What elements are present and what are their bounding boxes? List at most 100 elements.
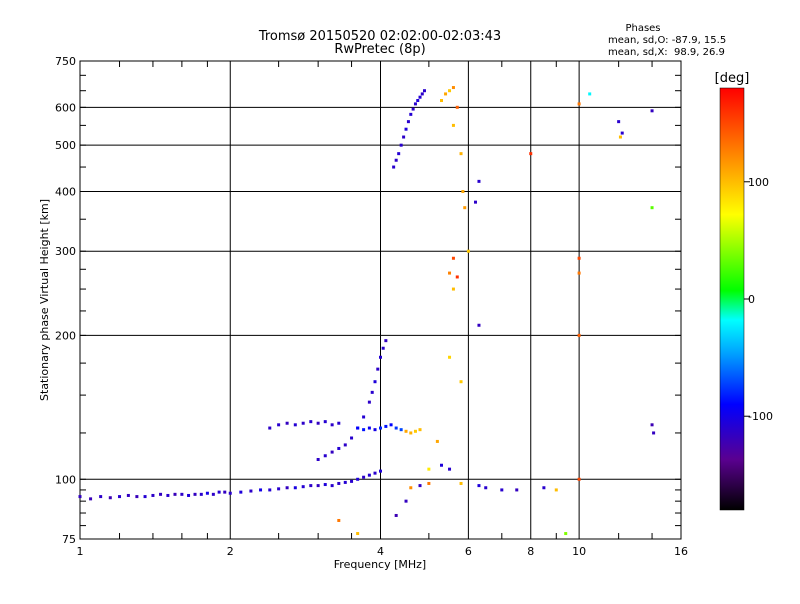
data-point (477, 179, 481, 183)
data-point (577, 256, 581, 260)
data-point (444, 92, 448, 96)
y-tick-label: 400 (55, 185, 76, 198)
data-point (173, 492, 177, 496)
data-point (459, 152, 463, 156)
chart-subtitle: RwPretec (8p) (334, 42, 425, 57)
data-point (381, 346, 385, 350)
x-tick-label: 6 (465, 545, 472, 558)
data-point (650, 206, 654, 210)
data-point (617, 120, 621, 124)
data-point (406, 120, 410, 124)
data-point (350, 436, 354, 440)
data-point (427, 481, 431, 485)
x-tick-label: 16 (674, 545, 688, 558)
data-point (187, 493, 191, 497)
data-point (259, 488, 263, 492)
data-point (343, 443, 347, 447)
data-point (418, 95, 422, 99)
data-point (293, 423, 297, 427)
data-point (337, 518, 341, 522)
data-point (316, 457, 320, 461)
data-point (376, 367, 380, 371)
data-point (268, 426, 272, 430)
data-point (459, 481, 463, 485)
data-point (394, 513, 398, 517)
data-point (422, 89, 426, 93)
data-point (440, 99, 444, 103)
data-point (448, 271, 452, 275)
colorbar-tick-label: 100 (748, 176, 769, 189)
data-point (89, 497, 93, 501)
data-point (223, 490, 227, 494)
data-point (418, 484, 422, 488)
data-point (455, 275, 459, 279)
data-point (384, 339, 388, 343)
data-point (205, 491, 209, 495)
x-axis-label: Frequency [MHz] (334, 558, 426, 571)
data-point (409, 112, 413, 116)
colorbar-gradient (719, 87, 745, 511)
data-point (451, 256, 455, 260)
data-point (394, 426, 398, 430)
phases-line-o: mean, sd,O: -87.9, 15.5 (608, 35, 726, 46)
data-point (151, 493, 155, 497)
data-point (618, 135, 622, 139)
data-point (370, 390, 374, 394)
data-point (301, 421, 305, 425)
data-point (413, 102, 417, 106)
data-point (249, 489, 253, 493)
data-point (277, 423, 281, 427)
data-point (309, 420, 313, 424)
data-points (78, 86, 656, 536)
data-point (577, 102, 581, 106)
data-point (416, 99, 420, 103)
data-point (356, 532, 360, 536)
y-tick-label: 750 (55, 55, 76, 68)
data-point (404, 429, 408, 433)
data-point (337, 421, 341, 425)
x-tick-label: 8 (527, 545, 534, 558)
data-point (126, 493, 130, 497)
y-tick-label: 200 (55, 329, 76, 342)
data-point (399, 428, 403, 432)
data-point (409, 431, 413, 435)
data-point (330, 484, 334, 488)
data-point (193, 492, 197, 496)
data-point (367, 473, 371, 477)
data-point (392, 165, 396, 169)
data-point (159, 492, 163, 496)
data-point (350, 479, 354, 483)
data-point (402, 135, 406, 139)
colorbar-tick-label: -100 (748, 410, 773, 423)
data-point (99, 495, 103, 499)
data-point (500, 488, 504, 492)
data-point (362, 415, 366, 419)
data-point (323, 420, 327, 424)
data-point (564, 532, 568, 536)
data-point (343, 480, 347, 484)
data-point (228, 491, 232, 495)
y-tick-label: 100 (55, 473, 76, 486)
data-point (588, 92, 592, 96)
data-point (143, 495, 147, 499)
data-point (413, 429, 417, 433)
data-point (484, 486, 488, 490)
data-point (435, 439, 439, 443)
data-point (451, 86, 455, 90)
colorbar-tick-label: 0 (748, 293, 755, 306)
data-point (330, 423, 334, 427)
data-point (466, 249, 470, 253)
data-point (373, 428, 377, 432)
data-point (356, 426, 360, 430)
data-point (451, 287, 455, 291)
data-point (135, 495, 139, 499)
x-tick-label: 10 (572, 545, 586, 558)
data-point (323, 483, 327, 487)
data-point (463, 206, 467, 210)
data-point (650, 423, 654, 427)
y-tick-label: 500 (55, 139, 76, 152)
data-point (477, 323, 481, 327)
data-point (389, 423, 393, 427)
chart-title: Tromsø 20150520 02:02:00-02:03:43 (258, 29, 501, 44)
